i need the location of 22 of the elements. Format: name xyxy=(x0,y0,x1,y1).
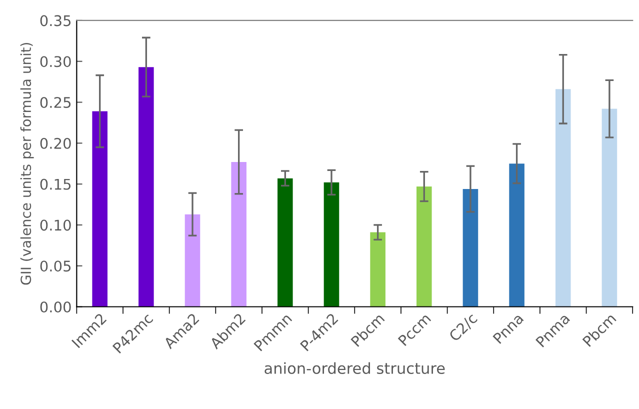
y-tick-label: 0.35 xyxy=(40,15,71,26)
y-tick-label: 0.00 xyxy=(40,301,71,312)
bar xyxy=(416,186,432,307)
bar xyxy=(92,111,108,307)
bar xyxy=(509,164,524,307)
bar xyxy=(138,67,154,307)
y-tick-label: 0.15 xyxy=(40,178,71,190)
y-axis-title: GII (valence units per formula unit) xyxy=(20,42,34,285)
x-axis-title: anion-ordered structure xyxy=(264,362,445,374)
bar xyxy=(184,214,200,307)
bar xyxy=(324,182,340,307)
y-tick-label: 0.05 xyxy=(40,260,71,272)
bar xyxy=(602,108,618,307)
bar xyxy=(555,89,571,307)
y-tick-label: 0.10 xyxy=(40,220,71,231)
y-tick-label: 0.25 xyxy=(40,96,71,108)
bar xyxy=(370,232,386,307)
bar xyxy=(278,178,293,307)
y-tick-label: 0.20 xyxy=(40,138,71,149)
y-tick-label: 0.30 xyxy=(40,56,71,68)
bar xyxy=(231,162,246,307)
bar xyxy=(462,188,478,307)
